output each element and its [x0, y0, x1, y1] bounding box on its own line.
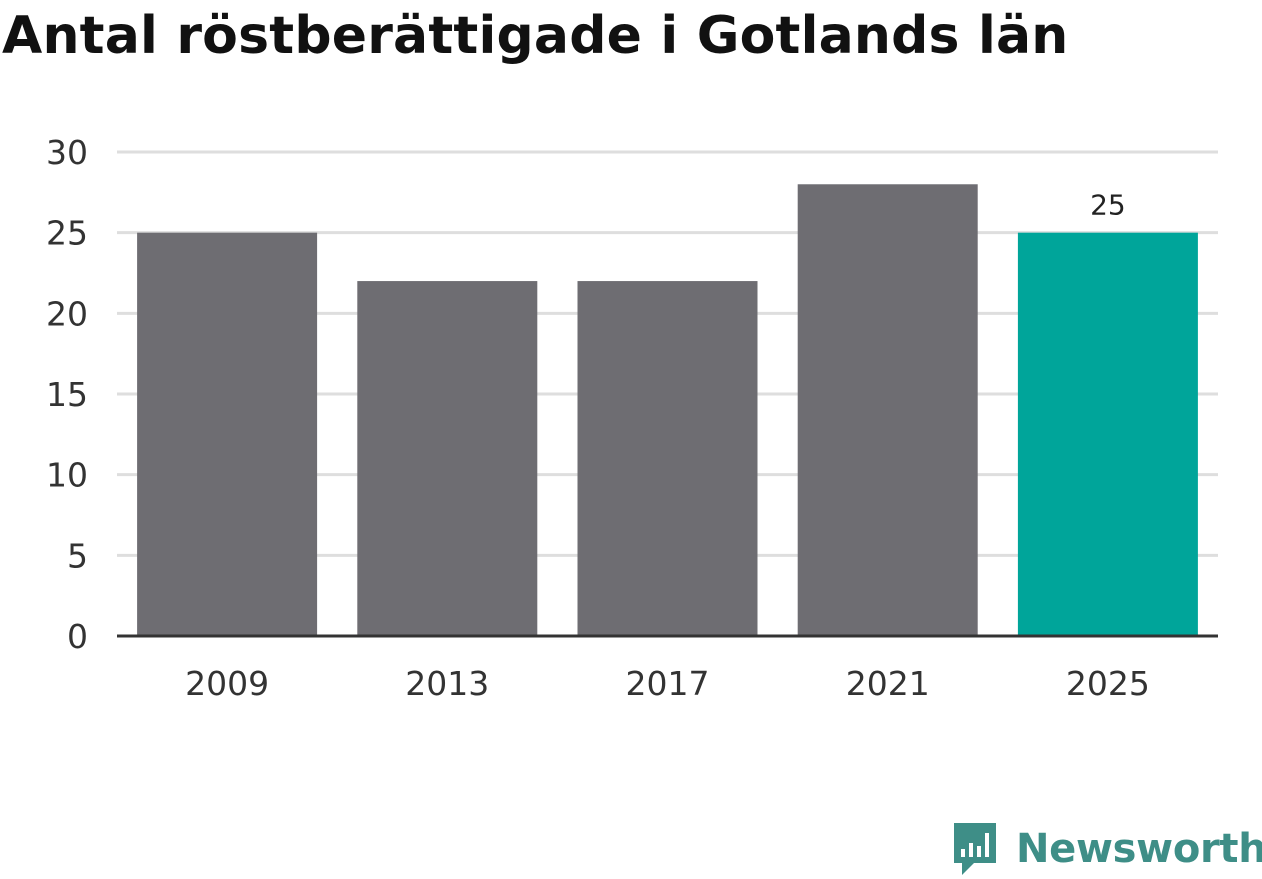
x-tick-label: 2021	[846, 664, 930, 703]
data-label: 25	[1090, 189, 1126, 222]
y-axis-ticks: 0 5 10 15 20 25 30	[46, 133, 88, 656]
bar-chart-speech-bubble-icon	[954, 823, 996, 875]
x-tick-label: 2013	[405, 664, 489, 703]
bars	[137, 184, 1198, 636]
y-tick-label: 30	[46, 133, 88, 172]
bar-2009	[137, 232, 318, 636]
y-tick-label: 0	[67, 617, 88, 656]
brand-logo: Newsworthy	[950, 818, 1262, 879]
x-axis-ticks: 2009 2013 2017 2021 2025	[185, 664, 1150, 703]
bar-2013	[357, 281, 538, 636]
y-tick-label: 5	[67, 536, 88, 575]
bar-2017	[577, 281, 758, 636]
bar-2021	[797, 184, 978, 636]
bar-2025	[1017, 232, 1198, 636]
y-tick-label: 15	[46, 375, 88, 414]
x-tick-label: 2009	[185, 664, 269, 703]
y-tick-label: 20	[46, 294, 88, 333]
chart-title: Antal röstberättigade i Gotlands län	[2, 6, 1069, 66]
brand-name: Newsworthy	[1016, 826, 1262, 872]
data-labels: 25	[1090, 189, 1126, 222]
x-tick-label: 2025	[1066, 664, 1150, 703]
x-tick-label: 2017	[626, 664, 710, 703]
y-tick-label: 25	[46, 214, 88, 253]
y-tick-label: 10	[46, 456, 88, 495]
